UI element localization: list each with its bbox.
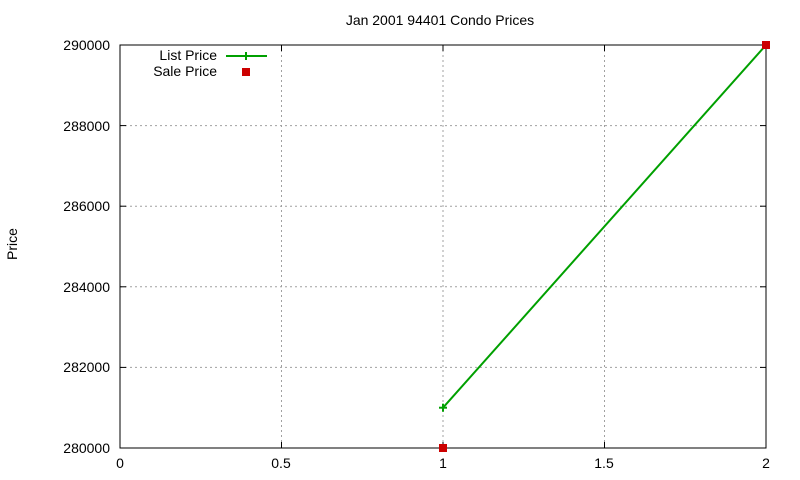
y-tick-label: 290000 xyxy=(63,37,110,53)
y-tick-label: 288000 xyxy=(63,118,110,134)
grid-lines xyxy=(120,45,766,448)
legend-sale-price-label: Sale Price xyxy=(153,63,217,79)
y-tick-label: 280000 xyxy=(63,440,110,456)
legend-list-marker xyxy=(226,52,267,60)
x-tick-label: 0 xyxy=(116,455,124,471)
x-tick-label: 0.5 xyxy=(271,455,291,471)
y-tick-label: 286000 xyxy=(63,198,110,214)
y-tick-label: 284000 xyxy=(63,279,110,295)
chart-title: Jan 2001 94401 Condo Prices xyxy=(345,12,535,28)
x-tick-label: 1 xyxy=(439,455,447,471)
y-tick-label: 282000 xyxy=(63,359,110,375)
y-axis-label: Price xyxy=(4,228,20,260)
x-tick-label: 1.5 xyxy=(594,455,614,471)
legend-list-price-label: List Price xyxy=(159,47,217,63)
data-series xyxy=(439,41,770,452)
legend-sale-marker xyxy=(242,68,250,76)
x-tick-label: 2 xyxy=(762,455,770,471)
